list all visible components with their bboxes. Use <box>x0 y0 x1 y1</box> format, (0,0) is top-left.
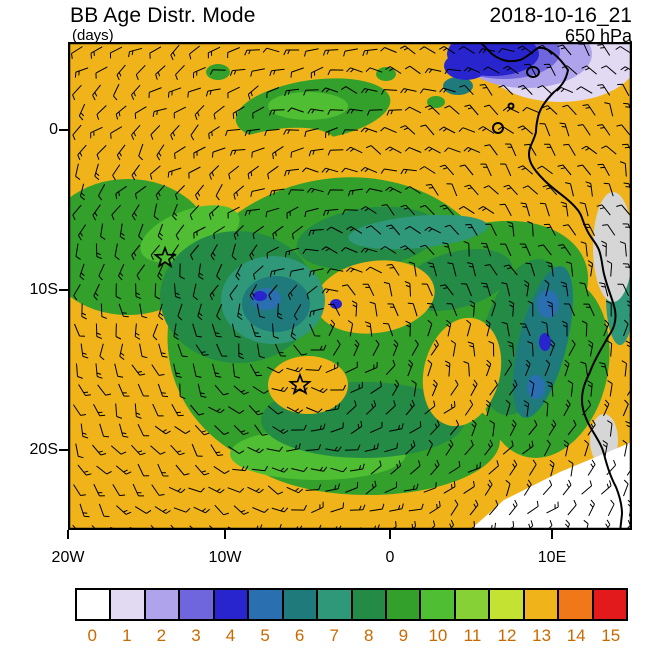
colorbar-label: 4 <box>225 626 236 645</box>
map-frame <box>68 42 632 530</box>
colorbar-cell <box>559 590 594 619</box>
colorbar-cell <box>421 590 456 619</box>
colorbar-cell <box>214 590 250 619</box>
colorbar-label: 3 <box>191 626 201 645</box>
wind-barbs-layer <box>71 43 632 530</box>
contour-level-5 <box>251 288 559 399</box>
colorbar-label: 2 <box>156 626 167 645</box>
coastline-path <box>478 42 624 530</box>
colorbar-label: 7 <box>329 626 339 645</box>
x-axis-tick <box>389 530 391 539</box>
colorbar-label: 8 <box>364 626 374 645</box>
colorbar-cell <box>283 590 319 619</box>
y-axis-label-10s: 10S <box>29 281 58 298</box>
colorbar <box>75 588 628 621</box>
colorbar-label: 0 <box>87 626 98 645</box>
sao-tome-island-outline <box>492 122 504 134</box>
plot-pressure-level: 650 hPa <box>564 26 632 46</box>
colorbar-cell <box>386 590 422 619</box>
x-axis-label-0: 0 <box>385 549 395 566</box>
principe-island-outline <box>507 102 515 110</box>
colorbar-label: 14 <box>566 626 586 645</box>
colorbar-label: 5 <box>260 626 270 645</box>
map-canvas <box>68 42 632 530</box>
colorbar-cell <box>249 590 284 619</box>
colorbar-label: 10 <box>428 626 448 645</box>
plot-units: (days) <box>72 27 114 44</box>
coastline <box>478 42 624 530</box>
colorbar-cell <box>145 590 181 619</box>
y-axis-label-20s: 20S <box>29 441 58 458</box>
contour-holes-13 <box>199 127 502 427</box>
colorbar-cell <box>524 590 560 619</box>
colorbar-cell <box>77 590 112 619</box>
star-marker-2 <box>288 372 312 396</box>
plot-title: BB Age Distr. Mode <box>70 4 256 27</box>
colorbar-cell <box>490 590 525 619</box>
plot-datetime: 2018-10-16_21 <box>489 4 632 27</box>
colorbar-label: 6 <box>294 626 305 645</box>
contour-level-4 <box>253 291 551 351</box>
colorbar-label: 11 <box>463 626 482 645</box>
colorbar-labels: 0 1 2 3 4 5 6 7 8 9 10 11 12 13 14 15 <box>75 626 628 646</box>
y-axis-tick <box>59 129 68 131</box>
colorbar-cell <box>180 590 215 619</box>
bioko-island-outline <box>526 66 540 78</box>
x-axis-label-20w: 20W <box>51 549 85 566</box>
y-axis-tick <box>59 289 68 291</box>
x-axis-tick <box>67 530 69 539</box>
colorbar-label: 13 <box>532 626 552 645</box>
y-axis-tick <box>59 449 68 451</box>
colorbar-cell <box>318 590 353 619</box>
wind-barbs <box>71 43 632 530</box>
star-marker-1 <box>153 245 177 269</box>
colorbar-label: 9 <box>398 626 409 645</box>
colorbar-label: 15 <box>601 626 621 645</box>
x-axis-tick <box>551 530 553 539</box>
x-axis-label-10w: 10W <box>208 549 242 566</box>
y-axis-label-0: 0 <box>49 121 58 138</box>
colorbar-cell <box>455 590 491 619</box>
x-axis-tick <box>224 530 226 539</box>
colorbar-cell <box>593 590 626 619</box>
star-markers <box>153 245 312 396</box>
x-axis-label-10e: 10E <box>537 549 567 566</box>
colorbar-label: 1 <box>122 626 132 645</box>
colorbar-cell <box>352 590 387 619</box>
colorbar-label: 12 <box>497 626 517 645</box>
colorbar-cell <box>111 590 146 619</box>
